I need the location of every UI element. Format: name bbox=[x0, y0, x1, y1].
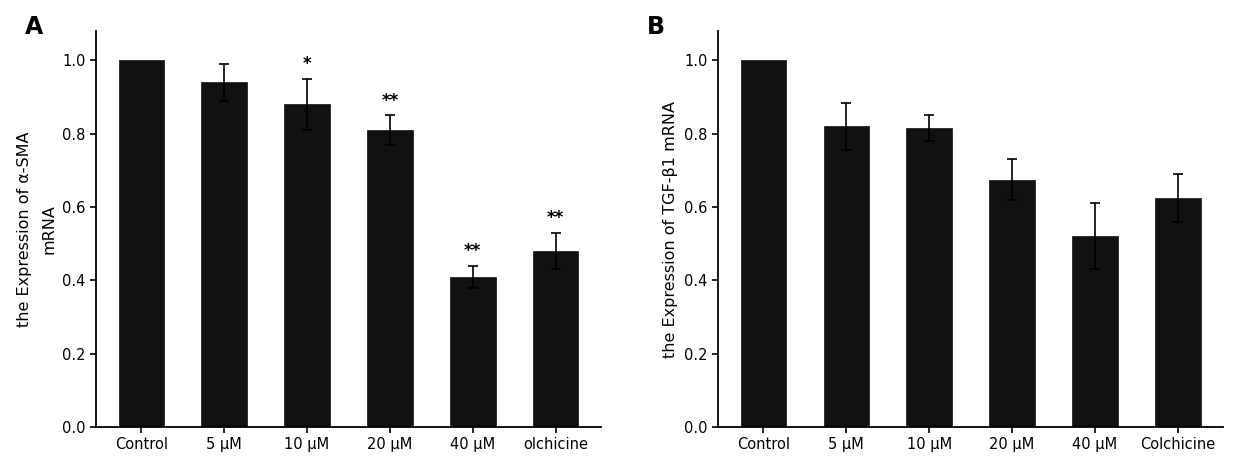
Text: **: ** bbox=[381, 92, 398, 110]
Bar bbox=[119, 61, 164, 427]
Y-axis label: the Expression of TGF-β1 mRNA: the Expression of TGF-β1 mRNA bbox=[663, 100, 678, 357]
Bar bbox=[367, 130, 413, 427]
Text: B: B bbox=[647, 15, 665, 39]
Bar bbox=[1154, 198, 1200, 427]
Bar bbox=[533, 251, 578, 427]
Y-axis label: the Expression of α-SMA
mRNA: the Expression of α-SMA mRNA bbox=[16, 131, 56, 327]
Bar bbox=[284, 105, 330, 427]
Bar bbox=[201, 83, 247, 427]
Text: **: ** bbox=[464, 242, 481, 260]
Text: A: A bbox=[25, 15, 43, 39]
Bar bbox=[740, 61, 786, 427]
Bar bbox=[906, 128, 952, 427]
Bar bbox=[990, 180, 1035, 427]
Bar bbox=[823, 127, 869, 427]
Bar bbox=[450, 277, 496, 427]
Bar bbox=[1073, 236, 1117, 427]
Text: **: ** bbox=[547, 209, 564, 227]
Text: *: * bbox=[303, 55, 311, 73]
